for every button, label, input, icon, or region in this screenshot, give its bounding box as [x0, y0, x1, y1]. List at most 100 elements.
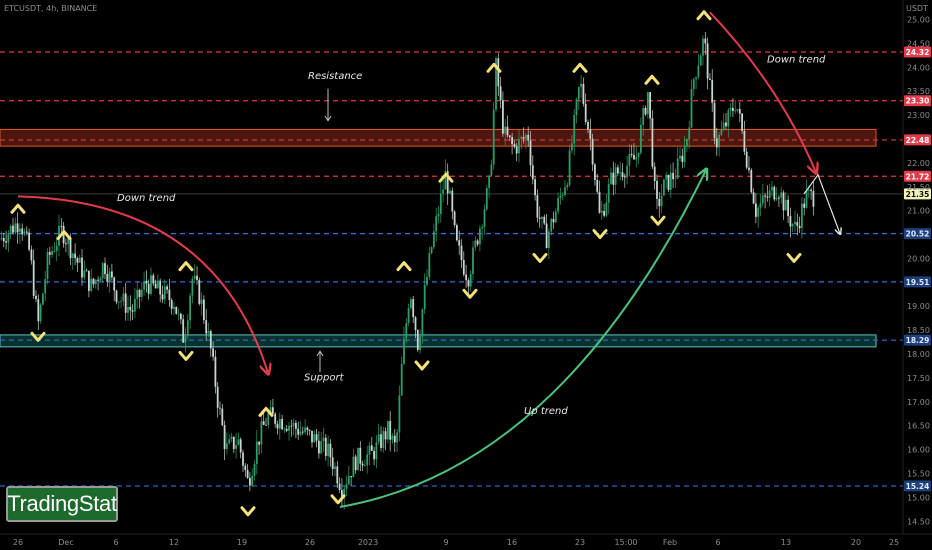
level-label-18.29: 18.29: [906, 336, 930, 345]
candle-body: [285, 428, 288, 431]
candle-body: [157, 280, 159, 289]
candle-body: [706, 43, 709, 79]
pivot-down-marker: [532, 252, 548, 263]
candle-body: [607, 183, 610, 203]
candle-body: [138, 289, 141, 297]
candle-body: [812, 191, 815, 207]
candle-body: [131, 310, 134, 312]
candle-body: [665, 174, 668, 180]
candle-body: [612, 172, 615, 185]
candle-body: [12, 225, 14, 233]
candle-body: [577, 86, 580, 100]
candle-body: [276, 423, 279, 429]
y-tick-label: 16.00: [907, 446, 930, 455]
candle-body: [30, 249, 33, 261]
x-tick-label: 6: [113, 538, 118, 547]
candle-body: [688, 127, 691, 140]
candle-body: [550, 218, 553, 232]
candle-body: [232, 436, 235, 449]
candle-body: [789, 216, 792, 227]
y-tick-label: 24.50: [907, 39, 930, 48]
candle-body: [635, 157, 638, 160]
candle-body: [147, 283, 150, 294]
candle-body: [78, 257, 81, 263]
candle-body: [387, 420, 389, 440]
candle-body: [773, 186, 776, 200]
candle-body: [522, 136, 525, 139]
pivot-up-marker: [572, 62, 588, 73]
candle-body: [584, 103, 587, 122]
candle-body: [46, 252, 49, 280]
candle-body: [120, 301, 122, 302]
candle-body: [111, 271, 113, 278]
candle-body: [150, 275, 152, 294]
candle-body: [329, 443, 332, 458]
candle-body: [669, 172, 672, 190]
candle-body: [748, 167, 750, 171]
candle-body: [587, 121, 589, 130]
candle-body: [60, 225, 63, 227]
pivot-up-marker: [644, 74, 660, 85]
level-label-23.30: 23.30: [906, 97, 930, 106]
y-tick-label: 21.50: [907, 183, 930, 192]
candle-body: [278, 418, 281, 429]
candle-body: [168, 289, 171, 301]
candle-body: [295, 422, 297, 429]
candle-body: [76, 258, 79, 263]
candle-body: [71, 253, 74, 259]
candle-body: [113, 277, 116, 291]
candle-body: [479, 228, 481, 245]
candle-body: [423, 284, 426, 310]
candle-body: [557, 198, 559, 212]
candle-body: [536, 195, 539, 218]
candle-body: [223, 425, 226, 449]
candle-body: [35, 295, 37, 300]
x-tick-label: 20: [851, 538, 861, 547]
candle-body: [173, 306, 175, 309]
zones-layer: [0, 128, 877, 348]
candle-body: [451, 190, 454, 212]
candle-body: [83, 270, 86, 278]
candle-body: [690, 89, 693, 128]
candle-body: [704, 38, 707, 44]
candle-body: [322, 437, 325, 442]
candle-body: [428, 253, 431, 277]
candle-body: [554, 211, 557, 223]
candle-body: [732, 107, 734, 112]
candle-body: [596, 179, 599, 192]
candle-body: [465, 274, 467, 281]
x-tick-label: 26: [13, 538, 23, 547]
candle-body: [676, 158, 679, 179]
candle-body: [405, 323, 408, 339]
candle-body: [561, 195, 564, 196]
x-tick-label: 12: [169, 538, 179, 547]
x-tick-label: 9: [443, 538, 448, 547]
candle-body: [492, 109, 495, 165]
candle-body: [122, 293, 125, 302]
candle-body: [672, 172, 674, 180]
candle-body: [359, 447, 362, 464]
candle-body: [775, 197, 778, 200]
candle-body: [766, 196, 769, 198]
candle-body: [525, 134, 527, 139]
candle-body: [600, 211, 603, 213]
candle-body: [458, 240, 461, 246]
pivot-down-marker: [592, 229, 608, 240]
candle-body: [400, 363, 403, 396]
candle-body: [591, 138, 594, 165]
candle-body: [244, 465, 247, 470]
candle-body: [81, 257, 83, 278]
candle-body: [725, 122, 727, 127]
candle-body: [630, 153, 633, 155]
candle-body: [580, 83, 582, 87]
price-axis[interactable]: 25.00 24.50 24.00 23.50 23.00 22.00 21.50 21.00…: [907, 16, 930, 527]
candle-body: [485, 187, 488, 210]
candle-body: [55, 245, 58, 252]
candle-body: [99, 278, 102, 281]
candle-body: [216, 386, 219, 408]
level-badge-21.72: [904, 170, 931, 182]
time-axis[interactable]: 26 Dec 6 12 19 26 2023 9 16 23 15:00 Feb 6 13 20 25: [13, 538, 899, 547]
candle-body: [483, 209, 486, 227]
candle-body: [221, 408, 224, 426]
